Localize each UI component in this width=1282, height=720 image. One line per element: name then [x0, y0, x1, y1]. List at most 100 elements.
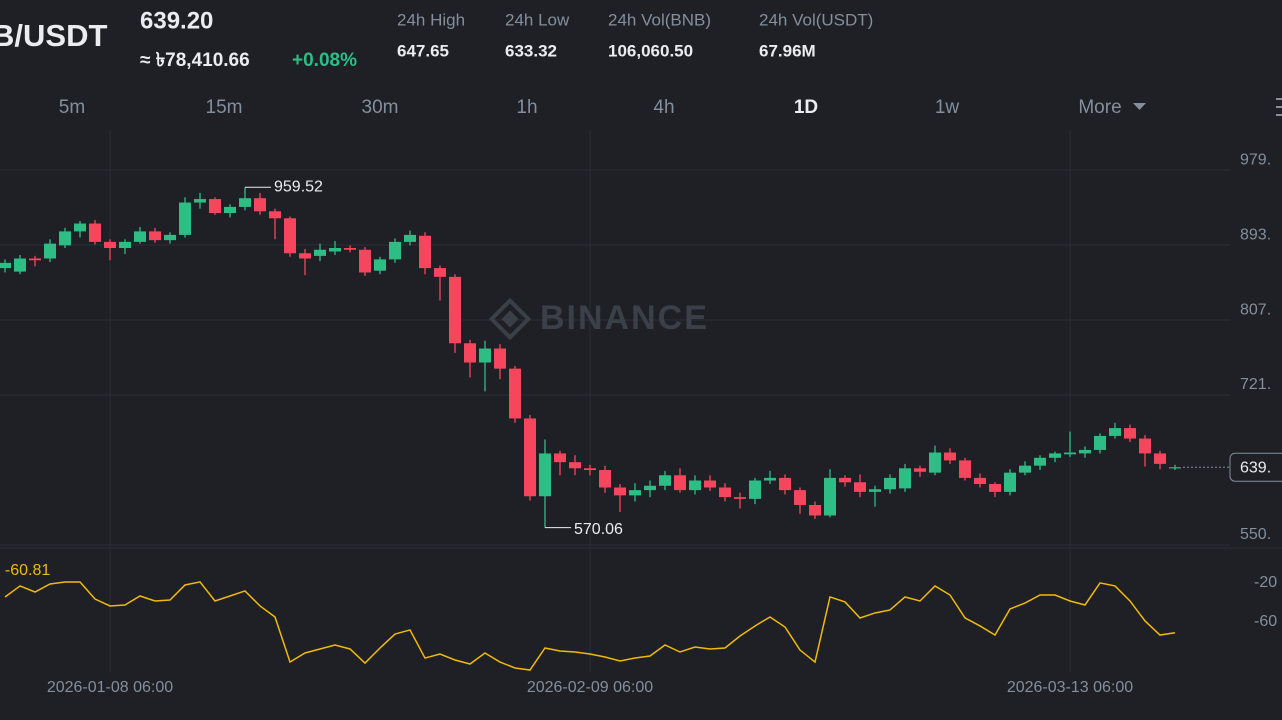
candle-body: [944, 452, 956, 461]
candle-body: [899, 468, 911, 489]
candle-body: [1124, 428, 1136, 439]
timeframe-tab[interactable]: 1D: [794, 97, 818, 118]
candle-body: [104, 241, 116, 249]
candle-body: [1004, 472, 1016, 492]
stat-label: 24h Vol(USDT): [759, 10, 873, 29]
candle-body: [464, 343, 476, 363]
candle-body: [389, 241, 401, 260]
dropdown-caret: [1133, 103, 1146, 110]
candle-body: [554, 453, 566, 463]
watermark-logo: [488, 297, 532, 341]
pair: B/USDT: [0, 18, 107, 53]
candle-body: [794, 490, 806, 505]
candle-body: [1139, 438, 1151, 454]
last-price: 639.20: [140, 7, 213, 34]
candle-body: [869, 489, 881, 492]
candle-body: [434, 268, 446, 277]
indicator-line: [4, 581, 1176, 671]
candle-body: [824, 477, 836, 516]
candle-body: [854, 482, 866, 492]
timeframe-tab[interactable]: 15m: [206, 97, 243, 118]
candle-body: [959, 460, 971, 478]
candle-body: [929, 452, 941, 473]
candle-body: [914, 468, 926, 472]
candle-body: [479, 348, 491, 363]
stat-value: 106,060.50: [608, 41, 693, 60]
candle-body: [764, 477, 776, 481]
candle-body: [749, 480, 761, 499]
y-tick-label: 807.: [1240, 301, 1271, 318]
candle-body: [659, 475, 671, 486]
stat-label: 24h Low: [505, 10, 570, 29]
candle-body: [284, 218, 296, 254]
candle-body: [614, 487, 626, 496]
timeframe-tab[interactable]: More: [1078, 97, 1121, 118]
candle-body: [599, 470, 611, 488]
candle-body: [509, 368, 521, 419]
candle-body: [344, 248, 356, 250]
candle-body: [269, 211, 281, 219]
timeframe-tab[interactable]: 1h: [516, 97, 537, 118]
candle-body: [539, 453, 551, 497]
candle-body: [1049, 453, 1061, 458]
candle-body: [989, 484, 1001, 492]
y-tick-label: 550.: [1240, 526, 1271, 543]
candle-body: [314, 249, 326, 256]
candle-body: [1064, 452, 1076, 455]
timeframe-tab[interactable]: 5m: [59, 97, 85, 118]
candle-body: [374, 259, 386, 271]
candle-body: [644, 485, 656, 491]
last-price-tag: [1229, 452, 1282, 482]
y2-tick-label: -60: [1254, 613, 1277, 630]
stat-label: 24h Vol(BNB): [608, 10, 711, 29]
watermark-text: BINANCE: [540, 299, 709, 337]
candle-body: [569, 462, 581, 469]
fiat-price: ≈ ৳78,410.66: [140, 50, 250, 71]
candle-body: [494, 348, 506, 369]
candle-body: [689, 480, 701, 491]
candle-body: [164, 234, 176, 241]
candle-body: [809, 504, 821, 516]
candle-body: [149, 231, 161, 241]
stat-label: 24h High: [397, 10, 465, 29]
candle-body: [359, 249, 371, 273]
low-label: 570.06: [574, 521, 623, 538]
x-tick-label: 2026-03-13 06:00: [1007, 679, 1133, 696]
candle-body: [224, 206, 236, 214]
candle-body: [1094, 435, 1106, 450]
candle-body: [524, 418, 536, 497]
y-tick-label: 893.: [1240, 226, 1271, 243]
price-change: +0.08%: [292, 50, 357, 71]
stat-value: 633.32: [505, 41, 557, 60]
candle-body: [239, 198, 251, 207]
candle-body: [719, 487, 731, 498]
candle-body: [1079, 449, 1091, 454]
candle-body: [674, 475, 686, 491]
x-tick-label: 2026-02-09 06:00: [527, 679, 653, 696]
candle-body: [404, 234, 416, 242]
candle-body: [839, 477, 851, 483]
candle-body: [89, 223, 101, 242]
candle-body: [254, 198, 266, 212]
indicator-label: : -60.81: [0, 562, 50, 579]
stat-value: 647.65: [397, 41, 449, 60]
candle-body: [419, 235, 431, 269]
candle-body: [0, 262, 11, 269]
candle-body: [974, 477, 986, 485]
candle-body: [1034, 457, 1046, 466]
timeframe-tab[interactable]: 1w: [935, 97, 960, 118]
timeframe-tab[interactable]: 4h: [653, 97, 674, 118]
candle-body: [179, 202, 191, 235]
timeframe-tab[interactable]: 30m: [362, 97, 399, 118]
candle-body: [209, 199, 221, 214]
candle-body: [1109, 428, 1121, 436]
candle-body: [44, 243, 56, 259]
menu-icon[interactable]: [1276, 98, 1282, 116]
candle-body: [59, 231, 71, 246]
candle-body: [884, 477, 896, 490]
candle-body: [134, 231, 146, 242]
high-label: 959.52: [274, 178, 323, 195]
candle-body: [779, 477, 791, 491]
x-tick-label: 2026-01-08 06:00: [47, 679, 173, 696]
